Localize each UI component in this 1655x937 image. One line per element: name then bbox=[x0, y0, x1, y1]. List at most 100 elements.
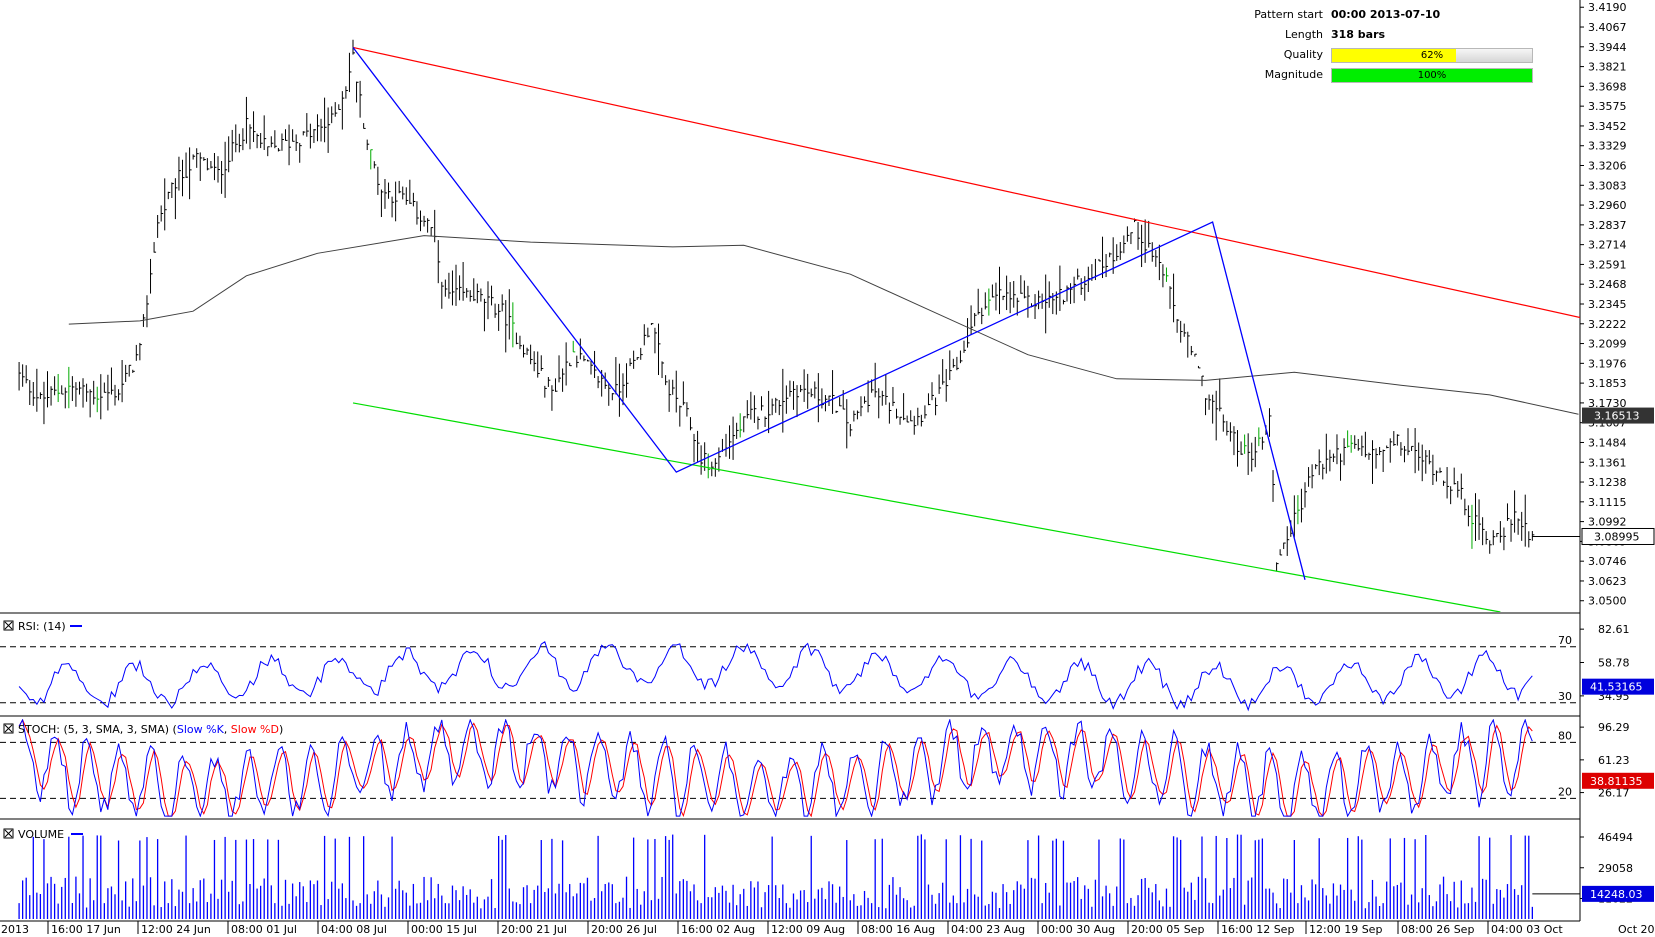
price-tick-label: 3.0500 bbox=[1588, 595, 1627, 608]
price-tick-label: 3.2837 bbox=[1588, 219, 1627, 232]
length-row: Length 318 bars bbox=[1240, 26, 1570, 46]
x-tick-label: 04:00 03 Oct bbox=[1491, 923, 1563, 936]
pattern-start-value: 00:00 2013-07-10 bbox=[1331, 8, 1441, 21]
panel-current-badge bbox=[1582, 772, 1654, 789]
price-tick-label: 3.3575 bbox=[1588, 100, 1627, 113]
quality-label: Quality bbox=[1283, 48, 1323, 61]
pattern-info-panel: Pattern start 00:00 2013-07-10 Length 31… bbox=[1240, 6, 1570, 86]
length-label: Length bbox=[1285, 28, 1323, 41]
pattern-start-row: Pattern start 00:00 2013-07-10 bbox=[1240, 6, 1570, 26]
x-tick-label: 2013 bbox=[1, 923, 29, 936]
stoch-d-line bbox=[18, 719, 1533, 817]
price-tick-label: 3.1361 bbox=[1588, 456, 1627, 469]
x-tick-label: Oct 2013 bbox=[1618, 923, 1655, 936]
x-tick-label: 12:00 24 Jun bbox=[141, 923, 211, 936]
panel-tick-label: 82.61 bbox=[1598, 623, 1630, 636]
panel-tick-label: 61.23 bbox=[1598, 754, 1630, 767]
x-tick-label: 12:00 09 Aug bbox=[771, 923, 845, 936]
x-tick-label: 16:00 02 Aug bbox=[681, 923, 755, 936]
zigzag-line bbox=[352, 47, 1306, 580]
x-tick-label: 08:00 26 Sep bbox=[1401, 923, 1474, 936]
magnitude-label: Magnitude bbox=[1264, 68, 1323, 81]
stoch-d-label: Slow %D bbox=[231, 723, 279, 736]
level-label: 20 bbox=[1558, 785, 1572, 798]
stoch-title: STOCH: (5, 3, SMA, 3, SMA) (Slow %K, Slo… bbox=[3, 723, 283, 736]
quality-bar-fill bbox=[1332, 49, 1456, 62]
price-tick-label: 3.3329 bbox=[1588, 140, 1627, 153]
price-tick-label: 3.1853 bbox=[1588, 377, 1627, 390]
x-tick-label: 00:00 15 Jul bbox=[411, 923, 477, 936]
panel-current-badge bbox=[1582, 678, 1654, 695]
magnitude-percent: 100% bbox=[1417, 70, 1447, 81]
volume-tick-label: 46494 bbox=[1598, 831, 1633, 844]
volume-current-text: 14248.03 bbox=[1590, 888, 1643, 901]
price-tick-label: 3.2591 bbox=[1588, 258, 1627, 271]
rsi-line bbox=[18, 641, 1533, 712]
price-tick-label: 3.1238 bbox=[1588, 476, 1627, 489]
price-tick-label: 3.3083 bbox=[1588, 179, 1627, 192]
price-tick-label: 3.2468 bbox=[1588, 278, 1627, 291]
x-tick-label: 08:00 16 Aug bbox=[861, 923, 935, 936]
support-line bbox=[352, 402, 1501, 612]
magnitude-bar-fill bbox=[1332, 69, 1532, 82]
volume-bars bbox=[18, 834, 1533, 919]
rsi-title-text: RSI: (14) bbox=[18, 620, 66, 633]
magnitude-row: Magnitude 100% bbox=[1240, 66, 1570, 86]
price-tick-label: 3.1115 bbox=[1588, 496, 1627, 509]
volume-tick-label: 29058 bbox=[1598, 862, 1633, 875]
price-tick-label: 3.3944 bbox=[1588, 41, 1627, 54]
x-tick-label: 08:00 01 Jul bbox=[231, 923, 297, 936]
x-axis: 2013 16:00 17 Jun 12:00 24 Jun 08:00 01 Jul… bbox=[1, 921, 1655, 936]
stoch-title-suffix: ) bbox=[279, 723, 283, 736]
x-tick-label: 00:00 30 Aug bbox=[1041, 923, 1115, 936]
x-tick-label: 04:00 08 Jul bbox=[321, 923, 387, 936]
level-label: 70 bbox=[1558, 634, 1572, 647]
price-tick-label: 3.2099 bbox=[1588, 338, 1627, 351]
ma-value-text: 3.16513 bbox=[1594, 410, 1640, 423]
price-tick-label: 3.1730 bbox=[1588, 397, 1627, 410]
panel-tick-label: 58.78 bbox=[1598, 657, 1630, 670]
current-price-text: 3.08995 bbox=[1594, 530, 1640, 543]
rsi-title: RSI: (14) bbox=[3, 620, 82, 633]
x-tick-label: 20:00 05 Sep bbox=[1131, 923, 1204, 936]
x-tick-label: 16:00 12 Sep bbox=[1221, 923, 1294, 936]
price-tick-label: 3.3821 bbox=[1588, 61, 1627, 74]
price-bars bbox=[18, 39, 1535, 572]
current-price-badge bbox=[1581, 527, 1655, 545]
price-tick-label: 3.2960 bbox=[1588, 199, 1627, 212]
price-tick-label: 3.0992 bbox=[1588, 516, 1627, 529]
price-tick-label: 3.2714 bbox=[1588, 239, 1627, 252]
volume-panel: 46494290581162214248.03 bbox=[0, 831, 1654, 922]
volume-title: VOLUME bbox=[3, 828, 83, 841]
price-tick-label: 3.3206 bbox=[1588, 160, 1627, 173]
volume-title-text: VOLUME bbox=[18, 828, 64, 841]
panel-current-text: 38.81135 bbox=[1590, 775, 1643, 788]
pattern-start-label: Pattern start bbox=[1254, 8, 1323, 21]
stoch-k-label: Slow %K bbox=[177, 723, 225, 736]
stoch-k-line bbox=[18, 719, 1533, 817]
price-tick-label: 3.3698 bbox=[1588, 80, 1627, 93]
main-panel bbox=[0, 0, 1581, 921]
length-value: 318 bars bbox=[1331, 28, 1386, 41]
level-label: 30 bbox=[1558, 690, 1572, 703]
quality-row: Quality 62% bbox=[1240, 46, 1570, 66]
price-tick-label: 3.3452 bbox=[1588, 120, 1627, 133]
moving-average-line bbox=[68, 235, 1579, 415]
price-tick-label: 3.0623 bbox=[1588, 575, 1627, 588]
svg-text:STOCH: (5, 3, SMA, 3, SMA) (Sl: STOCH: (5, 3, SMA, 3, SMA) (Slow %K, Slo… bbox=[18, 723, 283, 736]
price-tick-label: 3.1484 bbox=[1588, 436, 1627, 449]
ma-value-badge bbox=[1582, 407, 1654, 424]
quality-bar: 62% bbox=[1331, 48, 1533, 63]
price-tick-label: 3.4067 bbox=[1588, 21, 1627, 34]
resistance-line bbox=[352, 46, 1580, 319]
quality-percent: 62% bbox=[1420, 50, 1444, 61]
price-tick-label: 3.0746 bbox=[1588, 555, 1627, 568]
panel-tick-label: 96.29 bbox=[1598, 721, 1630, 734]
price-tick-label: 3.2345 bbox=[1588, 298, 1627, 311]
volume-current-badge bbox=[1582, 885, 1654, 902]
x-tick-label: 20:00 26 Jul bbox=[591, 923, 657, 936]
x-tick-label: 16:00 17 Jun bbox=[51, 923, 121, 936]
